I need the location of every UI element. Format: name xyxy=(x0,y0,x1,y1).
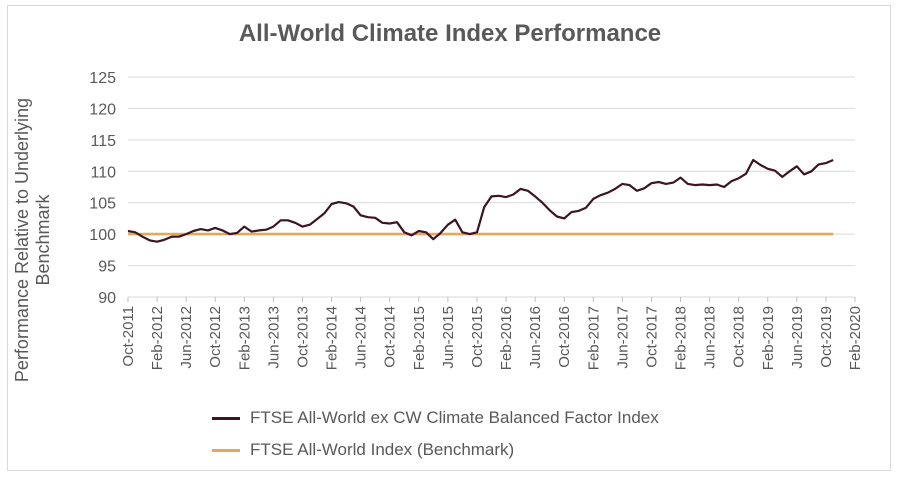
x-tick-label-Oct-2014: Oct-2014 xyxy=(382,306,399,368)
x-tick-label-Oct-2013: Oct-2013 xyxy=(294,306,311,368)
series-line-climate-index xyxy=(127,158,834,243)
x-tick-label-Oct-2015: Oct-2015 xyxy=(469,306,486,368)
x-tick-label-Feb-2017: Feb-2017 xyxy=(585,306,602,370)
x-tick-label-Feb-2015: Feb-2015 xyxy=(411,306,428,370)
x-tick-label-Oct-2011: Oct-2011 xyxy=(120,306,137,367)
x-tick-label-Jun-2016: Jun-2016 xyxy=(527,306,544,369)
x-tick-label-Jun-2017: Jun-2017 xyxy=(614,306,631,369)
x-tick-label-Feb-2012: Feb-2012 xyxy=(149,306,166,370)
chart-frame xyxy=(7,5,891,471)
x-tick-label-Jun-2012: Jun-2012 xyxy=(178,306,195,369)
x-tick-label-Jun-2018: Jun-2018 xyxy=(702,306,719,369)
x-tick-label-Feb-2014: Feb-2014 xyxy=(324,306,341,370)
x-tick-marks xyxy=(127,297,856,302)
series-lines xyxy=(127,158,834,243)
x-tick-label-Feb-2013: Feb-2013 xyxy=(236,306,253,370)
x-tick-label-Oct-2012: Oct-2012 xyxy=(207,306,224,368)
x-tick-label-Feb-2016: Feb-2016 xyxy=(498,306,515,370)
x-tick-label-Feb-2018: Feb-2018 xyxy=(673,306,690,370)
legend-item-benchmark: FTSE All-World Index (Benchmark) xyxy=(212,434,659,466)
y-tick-label-125: 125 xyxy=(89,70,116,87)
y-tick-label-105: 105 xyxy=(89,196,116,213)
x-tick-label-Feb-2020: Feb-2020 xyxy=(847,306,864,370)
gridlines xyxy=(128,76,855,298)
legend-swatch-benchmark xyxy=(212,448,240,452)
y-tick-label-100: 100 xyxy=(89,227,116,244)
x-tick-label-Jun-2015: Jun-2015 xyxy=(440,306,457,369)
x-tick-label-Jun-2019: Jun-2019 xyxy=(789,306,806,369)
x-tick-label-Oct-2019: Oct-2019 xyxy=(818,306,835,368)
chart-title: All-World Climate Index Performance xyxy=(238,20,662,47)
x-tick-label-Oct-2018: Oct-2018 xyxy=(731,306,748,368)
y-tick-labels: 90 95 100 105 110 115 120 125 xyxy=(89,70,116,307)
y-tick-label-120: 120 xyxy=(89,101,116,118)
x-tick-labels: Oct-2011 Feb-2012 Jun-2012 Oct-2012 Feb-2013… xyxy=(120,306,864,370)
y-tick-label-110: 110 xyxy=(90,164,116,181)
x-tick-label-Oct-2017: Oct-2017 xyxy=(643,306,660,368)
legend: FTSE All-World ex CW Climate Balanced Fa… xyxy=(212,402,659,466)
legend-label-benchmark: FTSE All-World Index (Benchmark) xyxy=(250,440,515,459)
legend-item-climate-index: FTSE All-World ex CW Climate Balanced Fa… xyxy=(212,402,659,434)
x-tick-label-Jun-2014: Jun-2014 xyxy=(353,306,370,369)
x-tick-label-Jun-2013: Jun-2013 xyxy=(265,306,282,369)
y-tick-label-115: 115 xyxy=(90,133,116,150)
x-tick-label-Feb-2019: Feb-2019 xyxy=(760,306,777,370)
legend-swatch-climate-index xyxy=(212,416,240,420)
y-tick-label-95: 95 xyxy=(98,259,116,276)
x-tick-label-Oct-2016: Oct-2016 xyxy=(556,306,573,368)
legend-label-climate-index: FTSE All-World ex CW Climate Balanced Fa… xyxy=(250,408,659,427)
y-tick-label-90: 90 xyxy=(98,290,116,307)
